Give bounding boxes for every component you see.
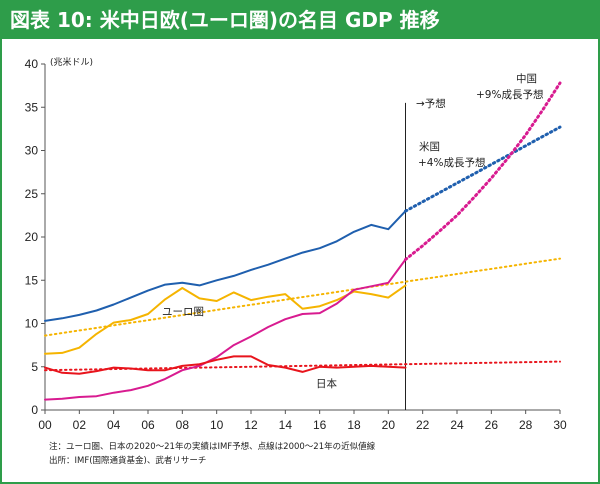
y-axis-unit-label: (兆米ドル): [50, 56, 93, 68]
x-tick-label: 08: [176, 418, 190, 432]
y-tick-label: 35: [25, 100, 39, 114]
chart-title: 図表 10: 米中日欧(ユーロ圏)の名目 GDP 推移: [2, 2, 598, 39]
usa-projection-line: [404, 125, 562, 213]
x-tick-label: 10: [210, 418, 224, 432]
x-tick-label: 16: [313, 418, 327, 432]
x-tick-label: 18: [347, 418, 361, 432]
y-tick-label: 10: [25, 317, 39, 331]
china-growth-label: +9%成長予想: [476, 88, 543, 101]
china-series-line: [44, 258, 407, 401]
x-tick-label: 06: [141, 418, 155, 432]
x-tick-label: 00: [38, 418, 52, 432]
china-label: 中国: [516, 72, 537, 85]
usa-series-line: [44, 210, 407, 322]
euro-label: ユーロ圏: [162, 306, 204, 318]
x-tick-label: 24: [450, 418, 464, 432]
x-tick-label: 26: [485, 418, 499, 432]
chart-source: 出所：IMF(国際通貨基金)、武者リサーチ: [49, 455, 206, 466]
y-tick-label: 20: [25, 230, 39, 244]
forecast-label: →予想: [416, 97, 446, 110]
x-tick-label: 20: [382, 418, 396, 432]
usa-label: 米国: [419, 140, 440, 153]
y-tick-label: 30: [25, 144, 39, 158]
y-tick-label: 0: [31, 403, 38, 417]
x-tick-label: 14: [279, 418, 293, 432]
chart-note: 注：ユーロ圏、日本の2020～21年の実績はIMF予想、点線は2000～21年の…: [49, 441, 376, 452]
usa-growth-label: +4%成長予想: [418, 156, 485, 169]
x-tick-label: 04: [107, 418, 121, 432]
x-tick-label: 28: [519, 418, 533, 432]
y-tick-label: 25: [25, 187, 39, 201]
y-tick-label: 15: [25, 273, 39, 287]
y-tick-label: 40: [25, 57, 39, 71]
japan-series-line: [44, 355, 407, 375]
x-tick-label: 30: [553, 418, 567, 432]
y-tick-label: 5: [31, 360, 38, 374]
china-projection-line: [404, 81, 562, 261]
x-tick-label: 02: [73, 418, 87, 432]
x-tick-label: 12: [244, 418, 258, 432]
euro-trend-line: [44, 257, 561, 337]
x-tick-label: 22: [416, 418, 430, 432]
euro-series-line: [44, 284, 407, 355]
japan-label: 日本: [316, 377, 337, 390]
